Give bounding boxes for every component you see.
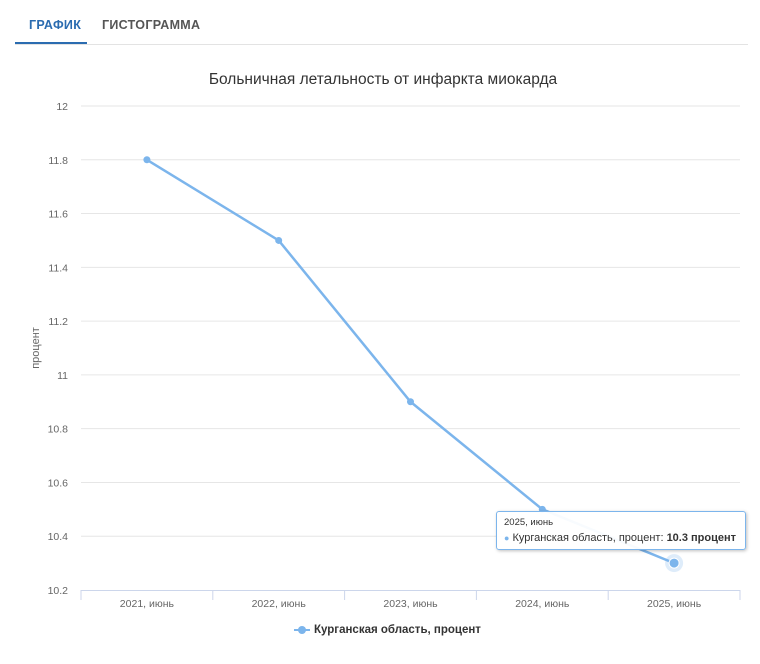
tooltip-row: ● Курганская область, процент: 10.3 проце… xyxy=(504,532,737,544)
data-point xyxy=(275,236,283,244)
data-point xyxy=(407,398,414,406)
data-point xyxy=(668,557,680,569)
tooltip-value: 10.3 процент xyxy=(666,532,737,544)
y-axis-title: процент xyxy=(30,327,42,369)
tab-graph[interactable]: ГРАФИК xyxy=(29,18,82,32)
y-tick-label: 11.2 xyxy=(48,316,68,328)
legend-label: Курганская область, процент xyxy=(314,624,481,636)
legend-series-icon xyxy=(294,625,310,635)
legend-item[interactable]: Курганская область, процент xyxy=(294,624,481,636)
tooltip-series-dot-icon: ● xyxy=(504,533,510,543)
x-tick-label: 2025, июнь xyxy=(647,598,702,610)
y-tick-label: 11.6 xyxy=(48,209,68,221)
y-tick-label: 10.8 xyxy=(48,424,69,436)
y-tick-label: 11.8 xyxy=(48,155,68,167)
x-tick-label: 2022, июнь xyxy=(252,598,307,610)
y-tick-label: 12 xyxy=(56,101,68,113)
tooltip-header: 2025, июнь xyxy=(504,517,554,528)
x-tick-label: 2021, июнь xyxy=(120,598,175,610)
tooltip-series-label: Курганская область, процент xyxy=(512,532,661,544)
y-tick-label: 11 xyxy=(57,370,68,382)
chart-title: Больничная летальность от инфаркта миока… xyxy=(209,71,558,88)
x-tick-label: 2024, июнь xyxy=(515,598,570,610)
tab-histogram[interactable]: ГИСТОГРАММА xyxy=(102,18,201,32)
series-line xyxy=(145,158,676,565)
y-tick-label: 10.6 xyxy=(48,477,69,489)
active-tab-indicator xyxy=(15,42,87,44)
data-point xyxy=(143,156,151,164)
x-tick-label: 2023, июнь xyxy=(383,598,438,610)
y-tick-label: 10.4 xyxy=(48,531,69,543)
chart-tabs: ГРАФИК ГИСТОГРАММА xyxy=(15,0,748,45)
tooltip: 2025, июнь ● Курганская область, процент:… xyxy=(496,511,746,550)
y-tick-label: 11.4 xyxy=(48,262,68,274)
y-tick-label: 10.2 xyxy=(48,585,69,597)
